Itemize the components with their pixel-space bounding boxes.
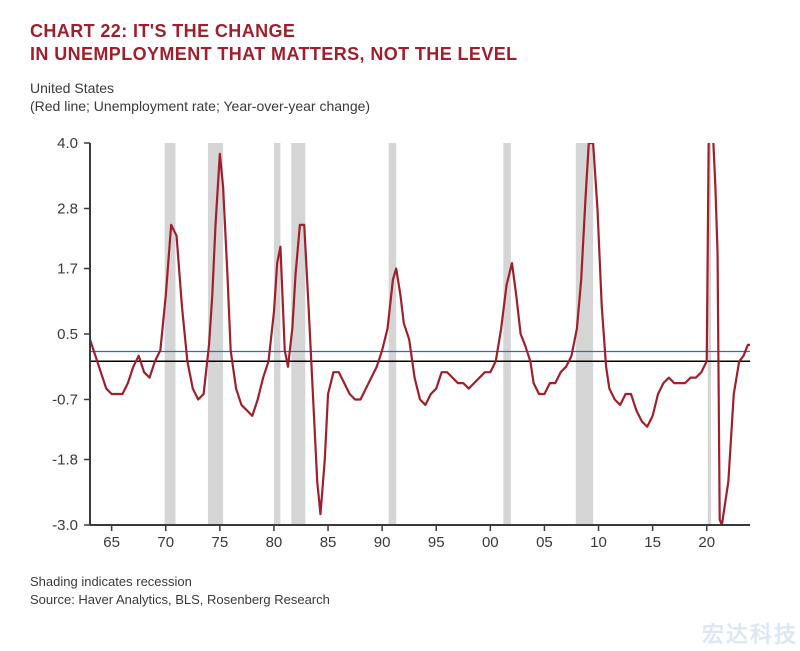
x-tick-label: 15 — [644, 534, 661, 551]
chart-subtitle: United States (Red line; Unemployment ra… — [30, 79, 770, 115]
chart-title: CHART 22: IT'S THE CHANGE IN UNEMPLOYMEN… — [30, 20, 770, 65]
chart-title-line2: IN UNEMPLOYMENT THAT MATTERS, NOT THE LE… — [30, 44, 518, 64]
chart-footnote: Shading indicates recession Source: Have… — [30, 573, 770, 608]
y-tick-label: -1.8 — [52, 452, 78, 469]
x-tick-label: 00 — [482, 534, 499, 551]
y-tick-label: 1.7 — [57, 261, 78, 278]
x-tick-label: 10 — [590, 534, 607, 551]
footnote-line2: Source: Haver Analytics, BLS, Rosenberg … — [30, 591, 770, 609]
y-tick-label: 4.0 — [57, 135, 78, 152]
x-tick-label: 05 — [536, 534, 553, 551]
x-tick-label: 20 — [698, 534, 715, 551]
y-tick-label: 0.5 — [57, 326, 78, 343]
x-tick-label: 80 — [266, 534, 283, 551]
x-tick-label: 90 — [374, 534, 391, 551]
recession-band — [165, 143, 176, 525]
unemployment-yoy-line — [90, 125, 750, 525]
watermark: 宏达科技 — [702, 617, 798, 649]
y-tick-label: 2.8 — [57, 201, 78, 218]
x-tick-label: 70 — [157, 534, 174, 551]
recession-band — [291, 143, 305, 525]
y-tick-label: -3.0 — [52, 517, 78, 534]
recession-band — [389, 143, 397, 525]
x-tick-label: 85 — [320, 534, 337, 551]
subtitle-paren: (Red line; Unemployment rate; Year-over-… — [30, 97, 770, 115]
x-tick-label: 65 — [103, 534, 120, 551]
chart-container: -3.0 -1.8 -0.7 0.5 1.7 2.8 4.0 65 70 75 80 85 90 95 00… — [30, 125, 770, 565]
footnote-line1: Shading indicates recession — [30, 573, 770, 591]
y-tick-label: -0.7 — [52, 392, 78, 409]
line-chart: -3.0 -1.8 -0.7 0.5 1.7 2.8 4.0 65 70 75 80 85 90 95 00… — [30, 125, 770, 565]
x-tick-label: 75 — [211, 534, 228, 551]
chart-page: { "title_line1": "CHART 22: IT'S THE CHA… — [0, 0, 800, 651]
x-tick-label: 95 — [428, 534, 445, 551]
recession-band — [503, 143, 511, 525]
recession-band — [274, 143, 280, 525]
subtitle-country: United States — [30, 79, 770, 97]
chart-title-line1: CHART 22: IT'S THE CHANGE — [30, 21, 295, 41]
